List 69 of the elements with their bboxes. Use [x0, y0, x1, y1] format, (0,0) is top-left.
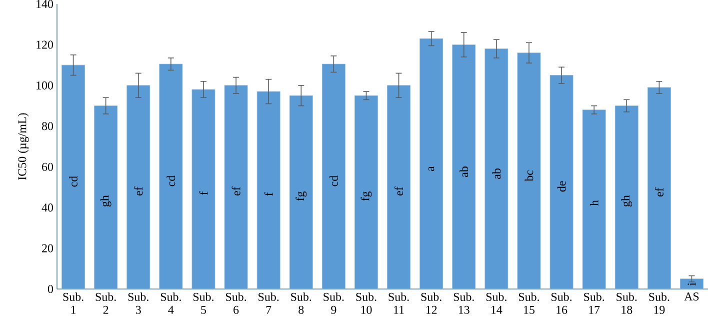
- annotation: fg: [296, 191, 307, 201]
- bar: [420, 38, 444, 290]
- x-tick-label: Sub. 18: [616, 292, 637, 314]
- bar: [517, 52, 541, 290]
- bar: [192, 89, 216, 290]
- annotation: a: [428, 166, 434, 172]
- y-tick-label: 0: [48, 284, 54, 294]
- annotation: f: [264, 192, 273, 196]
- bar: [647, 87, 671, 290]
- bar: [387, 85, 410, 290]
- annotation: de: [557, 181, 566, 192]
- y-tick-label: 120: [36, 40, 54, 49]
- x-tick-label: Sub. 10: [356, 292, 376, 314]
- x-tick-label: Sub. 12: [421, 292, 442, 314]
- bar: [354, 95, 378, 290]
- annotation: cd: [329, 176, 338, 186]
- x-tick-label: Sub. 15: [518, 292, 539, 314]
- bar: [289, 95, 313, 290]
- x-tick-label: Sub. 17: [584, 292, 604, 314]
- annotation: ef: [134, 186, 143, 196]
- bar: [484, 48, 508, 290]
- annotation: cd: [69, 176, 78, 187]
- x-tick-label: Sub. 19: [649, 292, 670, 314]
- bar: [224, 85, 248, 290]
- annotation: cd: [166, 176, 176, 186]
- x-tick-label: AS: [684, 292, 699, 301]
- annotation: gh: [621, 195, 632, 207]
- bar: [256, 91, 280, 290]
- x-tick-label: Sub. 5: [193, 292, 214, 314]
- x-tick-label: Sub. 2: [96, 292, 116, 314]
- y-tick-label: 100: [36, 81, 54, 90]
- bar: [582, 110, 606, 290]
- annotation: fg: [360, 191, 372, 201]
- y-tick-label: 140: [36, 0, 54, 8]
- y-tick-label: 40: [42, 204, 54, 212]
- annotation: gh: [100, 195, 112, 207]
- y-tick-label: 20: [42, 244, 54, 252]
- annotation: ef: [232, 186, 240, 196]
- bar: [452, 44, 476, 290]
- x-tick-label: Sub. 13: [454, 292, 474, 314]
- x-tick-label: Sub. 1: [63, 292, 84, 314]
- x-tick-label: Sub. 3: [128, 292, 148, 314]
- y-axis-title: IC50 (µg/mL): [18, 113, 29, 180]
- bar: [159, 64, 183, 290]
- bar: [62, 64, 85, 290]
- annotation: f: [199, 191, 208, 195]
- bar: [126, 85, 150, 290]
- bar: [680, 278, 704, 290]
- x-tick-label: Sub. 11: [388, 292, 409, 314]
- x-tick-label: Sub. 16: [552, 292, 572, 314]
- annotation: bc: [524, 170, 534, 182]
- annotation: i: [688, 282, 696, 286]
- annotation: ef: [654, 188, 664, 196]
- annotation: ab: [492, 168, 501, 179]
- bar: [614, 106, 638, 290]
- bar: [322, 64, 346, 290]
- x-tick-label: Sub. 8: [291, 292, 312, 314]
- y-tick-label: 60: [42, 162, 54, 171]
- bar: [550, 75, 574, 290]
- annotation: ef: [394, 186, 404, 196]
- y-tick-label: 80: [42, 122, 54, 130]
- x-tick-label: Sub. 4: [160, 292, 181, 314]
- bar: [94, 106, 118, 290]
- x-tick-label: Sub. 7: [258, 292, 279, 314]
- x-tick-label: Sub. 6: [226, 292, 246, 314]
- annotation: ab: [460, 166, 468, 177]
- x-tick-label: Sub. 9: [324, 292, 344, 314]
- annotation: h: [590, 200, 598, 206]
- x-tick-label: Sub. 14: [486, 292, 506, 314]
